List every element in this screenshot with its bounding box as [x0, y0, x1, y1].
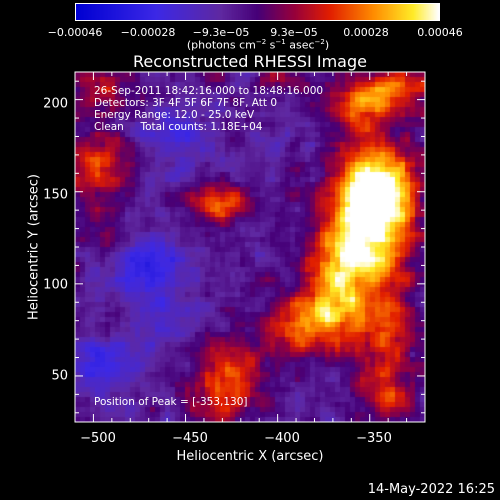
colorbar-unit: (photons cm−2 s−1 asec−2)	[186, 38, 330, 52]
heatmap-image	[75, 72, 425, 422]
colorbar-tick: 9.3e−05	[270, 26, 318, 39]
colorbar-tick: 0.00028	[343, 26, 389, 39]
annotation-time: 26-Sep-2011 18:42:16.000 to 18:48:16.000	[94, 85, 324, 97]
x-tick-label: −450	[172, 431, 208, 446]
timestamp: 14-May-2022 16:25	[367, 482, 495, 497]
chart-title: Reconstructed RHESSI Image	[133, 52, 367, 71]
colorbar-tick: 0.00046	[417, 26, 463, 39]
y-tick-label: 100	[43, 277, 68, 293]
x-axis-label: Heliocentric X (arcsec)	[176, 449, 324, 464]
colorbar-tick: −9.3e−05	[192, 26, 250, 39]
x-tick-label: −400	[264, 431, 300, 446]
x-tick-label: −500	[80, 431, 116, 446]
y-tick-label: 150	[43, 187, 68, 203]
colorbar-tick: −0.00028	[120, 26, 176, 39]
colorbar-tick: −0.00046	[47, 26, 103, 39]
y-axis-label: Heliocentric Y (arcsec)	[26, 174, 42, 320]
y-tick-label: 200	[43, 96, 68, 112]
annotation-clean: Clean Total counts: 1.18E+04	[94, 121, 263, 133]
annotation-detectors: Detectors: 3F 4F 5F 6F 7F 8F, Att 0	[94, 97, 278, 109]
annotation-energy: Energy Range: 12.0 - 25.0 keV	[94, 109, 255, 121]
colorbar	[75, 3, 440, 21]
annotation-peak: Position of Peak = [-353,130]	[94, 396, 248, 408]
x-tick-label: −350	[356, 431, 392, 446]
y-tick-label: 50	[51, 368, 68, 384]
